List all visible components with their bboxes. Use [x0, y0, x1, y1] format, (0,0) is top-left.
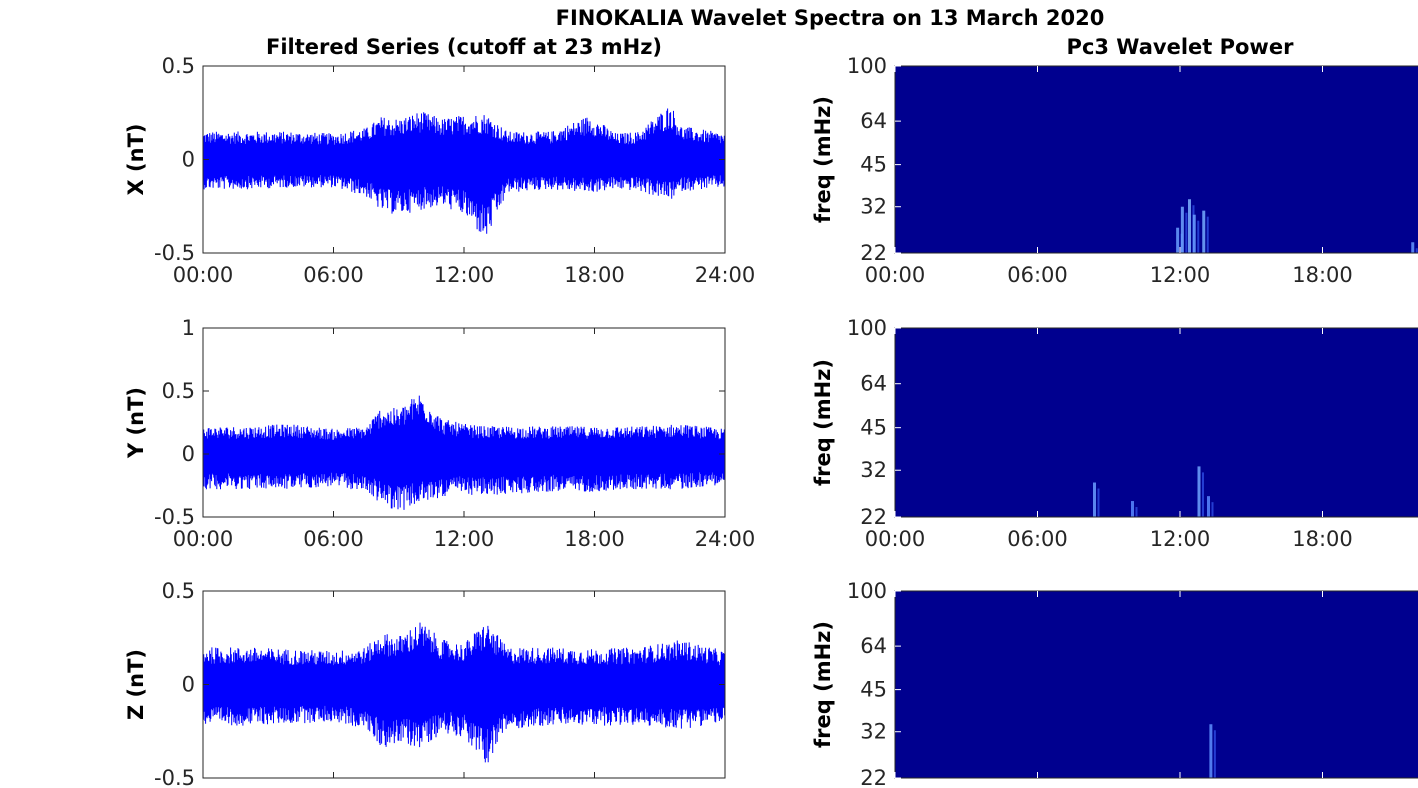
series-panel-1-xtick-label: 06:00 — [303, 263, 364, 287]
series-panel-2-xtick-label: 06:00 — [303, 527, 364, 551]
wavelet-panel-3-ytick-label: 64 — [860, 634, 887, 658]
wavelet-panel-1-power-hotspot — [1202, 210, 1206, 253]
wavelet-panel-2-ytick-label: 22 — [860, 505, 887, 529]
wavelet-panel-2-power-hotspot-edge — [1097, 488, 1100, 517]
series-panel-2-ylabel: Y (nT) — [124, 387, 148, 459]
wavelet-panel-3-ytick-label: 100 — [847, 579, 887, 603]
series-panel-2-xtick-label: 12:00 — [434, 527, 495, 551]
wavelet-panel-2-power-hotspot — [1131, 501, 1134, 517]
series-panel-3-ytick-label: 0.5 — [162, 579, 195, 603]
series-panel-3-ytick-label: 0 — [182, 673, 195, 697]
wavelet-panel-3-power-background — [895, 591, 1418, 778]
wavelet-panel-1-power-hotspot — [1176, 227, 1180, 253]
wavelet-panel-1-power-hotspot-edge — [1415, 248, 1418, 253]
wavelet-panel-1-power-hotspot-edge — [1197, 220, 1200, 253]
wavelet-panel-3-ytick-label: 22 — [860, 766, 887, 788]
series-panel-3-signal-line — [202, 622, 726, 763]
wavelet-panel-2-xtick-label: 12:00 — [1150, 527, 1211, 551]
wavelet-panel-1-power-background — [895, 66, 1418, 253]
wavelet-panel-1-power-hotspot — [1411, 242, 1415, 253]
wavelet-panel-2-ytick-label: 32 — [860, 458, 887, 482]
wavelet-panel-2-ylabel: freq (mHz) — [811, 359, 835, 486]
series-panel-2-xtick-label: 24:00 — [695, 527, 756, 551]
right-column-title: Pc3 Wavelet Power — [1066, 35, 1294, 59]
wavelet-panel-2-xtick-label: 06:00 — [1007, 527, 1068, 551]
series-panel-1: -0.5 0 0.5 00:00 06:00 12:00 18:00 24:00 X (nT) — [124, 54, 755, 287]
series-panel-1-xtick-label: 24:00 — [695, 263, 756, 287]
wavelet-panel-2-ytick-label: 100 — [847, 316, 887, 340]
wavelet-panel-3-ylabel: freq (mHz) — [811, 621, 835, 748]
wavelet-panel-1-xtick-label: 18:00 — [1292, 263, 1353, 287]
wavelet-panel-2-power-hotspot-edge — [1211, 502, 1214, 517]
series-panel-1-ylabel: X (nT) — [124, 124, 148, 196]
wavelet-panel-2-ytick-label: 64 — [860, 372, 887, 396]
wavelet-panel-1-xtick-label: 12:00 — [1150, 263, 1211, 287]
series-panel-2-ytick-label: 1 — [182, 316, 195, 340]
wavelet-panel-1-ylabel: freq (mHz) — [811, 96, 835, 223]
series-panel-2-ytick-label: 0.5 — [162, 379, 195, 403]
series-panel-2-xtick-label: 18:00 — [564, 527, 625, 551]
wavelet-panel-1-ytick-label: 100 — [847, 54, 887, 78]
series-panel-1-xtick-label: 00:00 — [173, 263, 234, 287]
wavelet-panel-3-power-hotspot — [1209, 724, 1213, 778]
series-panel-2-signal-line — [202, 395, 726, 510]
series-panel-1-xtick-label: 12:00 — [434, 263, 495, 287]
series-panel-3-ytick-label: -0.5 — [154, 766, 195, 788]
wavelet-panel-2-power-hotspot — [1207, 496, 1210, 517]
wavelet-panel-3: 100 64 45 32 22 freq (mHz) — [811, 579, 1418, 788]
left-column-title: Filtered Series (cutoff at 23 mHz) — [265, 35, 663, 59]
wavelet-panel-1-xtick-label: 06:00 — [1007, 263, 1068, 287]
wavelet-panel-2-power-hotspot-edge — [1202, 472, 1204, 517]
series-panel-3: -0.5 0 0.5 Z (nT) — [124, 579, 726, 788]
series-panel-2-axes-frame — [202, 327, 726, 518]
wavelet-panel-3-power-hotspot-edge — [1213, 730, 1216, 778]
wavelet-panel-1-ytick-label: 64 — [860, 109, 887, 133]
series-panel-1-ytick-label: 0.5 — [162, 54, 195, 78]
figure-title: FINOKALIA Wavelet Spectra on 13 March 20… — [555, 6, 1105, 30]
wavelet-panel-1-power-hotspot-edge — [1206, 216, 1209, 253]
wavelet-panel-2-power-background — [895, 328, 1418, 517]
series-panel-2-ytick-label: 0 — [182, 442, 195, 466]
wavelet-panel-1-xtick-label: 00:00 — [865, 263, 926, 287]
wavelet-panel-2-xtick-label: 00:00 — [865, 527, 926, 551]
series-panel-3-ylabel: Z (nT) — [124, 649, 148, 720]
wavelet-panel-1-ytick-label: 22 — [860, 241, 887, 265]
wavelet-panel-3-ytick-label: 45 — [860, 678, 887, 702]
series-panel-2-ytick-label: -0.5 — [154, 505, 195, 529]
wavelet-panel-2-ytick-label: 45 — [860, 416, 887, 440]
wavelet-panel-1-ytick-label: 45 — [860, 153, 887, 177]
series-panel-1-signal-line — [202, 108, 726, 234]
series-panel-2-xtick-label: 00:00 — [173, 527, 234, 551]
series-panel-1-xtick-label: 18:00 — [564, 263, 625, 287]
wavelet-panel-1-power-hotspot — [1188, 199, 1191, 253]
wavelet-panel-1-ytick-label: 32 — [860, 195, 887, 219]
wavelet-panel-3-ytick-label: 32 — [860, 720, 887, 744]
wavelet-panel-1-power-hotspot — [1192, 214, 1196, 253]
wavelet-panel-1-power-hotspot — [1180, 206, 1184, 253]
series-panel-1-ytick-label: 0 — [182, 148, 195, 172]
series-panel-1-ytick-label: -0.5 — [154, 241, 195, 265]
wavelet-panel-2-power-hotspot-edge — [1135, 507, 1138, 517]
wavelet-panel-1-power-hotspot-edge — [1185, 212, 1188, 253]
wavelet-panel-2-power-hotspot — [1197, 466, 1201, 517]
series-panel-2: -0.5 0 0.5 1 00:00 06:00 12:00 18:00 24:00 Y (nT) — [124, 316, 755, 551]
wavelet-panel-2-xtick-label: 18:00 — [1292, 527, 1353, 551]
wavelet-panel-2-power-hotspot — [1093, 482, 1096, 517]
